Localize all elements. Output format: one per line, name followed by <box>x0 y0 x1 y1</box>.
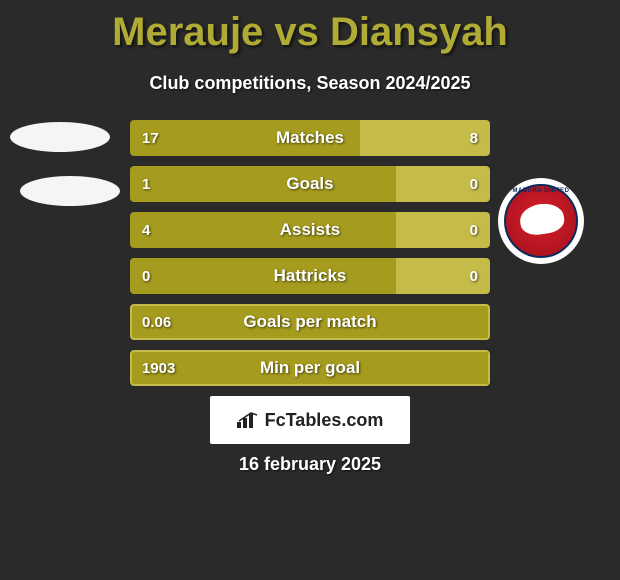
stat-row-assists: 40Assists <box>130 212 490 248</box>
stat-row-hattricks: 00Hattricks <box>130 258 490 294</box>
bar-left <box>130 258 396 294</box>
fctables-badge: FcTables.com <box>210 396 410 444</box>
stat-row-min-per-goal: 1903Min per goal <box>130 350 490 386</box>
date: 16 february 2025 <box>0 454 620 475</box>
value-left: 4 <box>142 212 150 248</box>
fctables-label: FcTables.com <box>265 410 384 431</box>
subtitle: Club competitions, Season 2024/2025 <box>0 73 620 94</box>
bar-left <box>130 120 360 156</box>
bar-left <box>130 166 396 202</box>
stat-row-goals: 10Goals <box>130 166 490 202</box>
value-left: 17 <box>142 120 159 156</box>
team-right-logo: MADURA UNITED <box>498 178 584 264</box>
player-left-avatar-1 <box>10 122 110 152</box>
player-left-avatar-2 <box>20 176 120 206</box>
value-right: 0 <box>470 166 478 202</box>
value-right: 8 <box>470 120 478 156</box>
stat-row-matches: 178Matches <box>130 120 490 156</box>
value-left: 1903 <box>142 350 175 386</box>
stat-row-goals-per-match: 0.06Goals per match <box>130 304 490 340</box>
page-title: Merauje vs Diansyah <box>0 0 620 55</box>
team-right-logo-text: MADURA UNITED <box>506 188 576 194</box>
fctables-icon <box>237 412 259 428</box>
bar-left <box>130 212 396 248</box>
value-left: 0 <box>142 258 150 294</box>
comparison-bars: 178Matches10Goals40Assists00Hattricks0.0… <box>130 120 490 396</box>
value-left: 1 <box>142 166 150 202</box>
value-right: 0 <box>470 258 478 294</box>
value-left: 0.06 <box>142 304 171 340</box>
bar-full <box>130 304 490 340</box>
value-right: 0 <box>470 212 478 248</box>
bar-full <box>130 350 490 386</box>
team-right-logo-inner: MADURA UNITED <box>504 184 578 258</box>
